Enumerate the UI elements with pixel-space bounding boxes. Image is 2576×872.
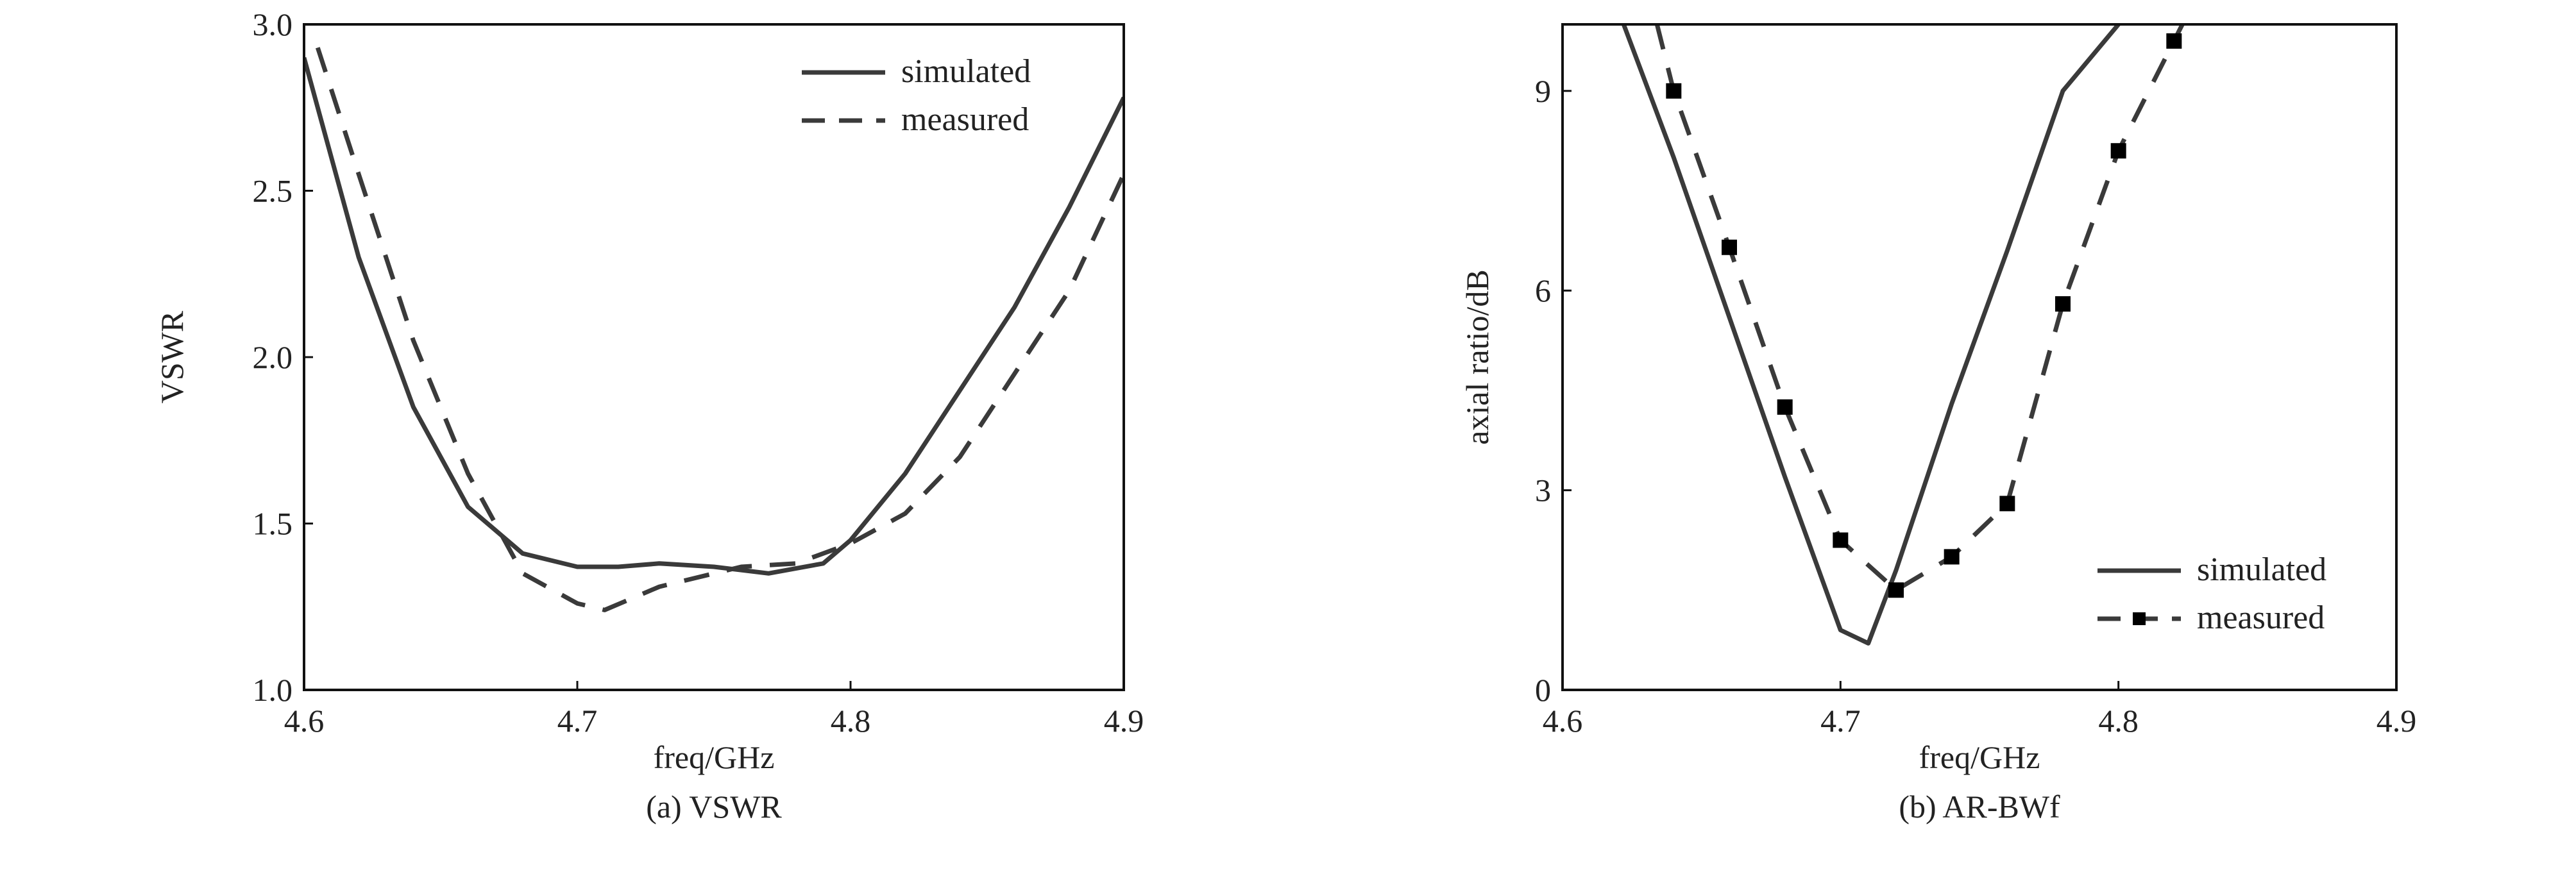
data-point-marker bbox=[1888, 582, 1904, 598]
legend-label-measured: measured bbox=[901, 101, 1029, 138]
x-axis-label: freq/GHz bbox=[1919, 739, 2040, 775]
x-tick-label: 4.7 bbox=[557, 703, 598, 739]
chart-caption: (a) VSWR bbox=[646, 789, 782, 825]
x-tick-label: 4.9 bbox=[2377, 703, 2417, 739]
y-tick-label: 2.5 bbox=[253, 173, 293, 209]
plot-frame bbox=[1561, 23, 2398, 691]
data-point-marker bbox=[2166, 33, 2182, 49]
x-tick-label: 4.7 bbox=[1820, 703, 1861, 739]
data-point-marker bbox=[1999, 496, 2015, 512]
legend: simulated measured bbox=[2097, 551, 2326, 636]
data-point-marker bbox=[1944, 549, 1960, 565]
y-axis-label: axial ratio/dB bbox=[1459, 269, 1495, 445]
legend-label-simulated: simulated bbox=[2197, 551, 2326, 588]
data-point-marker bbox=[1833, 532, 1849, 548]
y-axis-label: VSWR bbox=[154, 310, 190, 403]
data-point-marker bbox=[1722, 239, 1737, 255]
legend-label-measured: measured bbox=[2197, 600, 2325, 636]
x-axis-label: freq/GHz bbox=[654, 739, 775, 775]
y-tick-label: 2.0 bbox=[253, 339, 293, 375]
x-tick-label: 4.8 bbox=[831, 703, 871, 739]
data-point-marker bbox=[1666, 83, 1682, 99]
y-tick-label: 3 bbox=[1535, 473, 1551, 508]
data-point-marker bbox=[2055, 296, 2071, 312]
x-tick-label: 4.6 bbox=[1543, 703, 1583, 739]
y-tick-label: 3.0 bbox=[253, 6, 293, 42]
y-tick-label: 0 bbox=[1535, 672, 1551, 708]
data-point-marker bbox=[2110, 143, 2126, 159]
legend-marker bbox=[2133, 612, 2146, 625]
chart-vswr: 4.6 4.7 4.8 4.9 1.0 1.5 2.0 2.5 3.0 freq/GHz VSWR (… bbox=[154, 6, 1144, 825]
series-line-simulated bbox=[304, 56, 1124, 576]
y-tick-label: 9 bbox=[1535, 73, 1551, 109]
x-tick-label: 4.6 bbox=[284, 703, 325, 739]
legend-label-simulated: simulated bbox=[901, 53, 1031, 90]
data-point-marker bbox=[1777, 399, 1793, 415]
x-tick-label: 4.9 bbox=[1104, 703, 1144, 739]
chart-caption: (b) AR-BWf bbox=[1899, 789, 2060, 825]
series-line-simulated bbox=[1622, 24, 2121, 646]
y-tick-label: 1.5 bbox=[253, 506, 293, 542]
y-tick-label: 6 bbox=[1535, 272, 1551, 308]
series-line-measured bbox=[315, 47, 1124, 612]
x-tick-label: 4.8 bbox=[2098, 703, 2139, 739]
y-tick-label: 1.0 bbox=[253, 672, 293, 708]
legend: simulated measured bbox=[802, 53, 1031, 138]
chart-axial-ratio: 4.6 4.7 4.8 4.9 0 3 6 9 freq/GHz axial ratio/dB (b… bbox=[1459, 23, 2417, 825]
